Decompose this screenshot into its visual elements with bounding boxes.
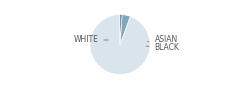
Wedge shape <box>90 14 150 74</box>
Wedge shape <box>120 15 130 45</box>
Text: BLACK: BLACK <box>146 43 179 52</box>
Wedge shape <box>120 14 122 44</box>
Text: WHITE: WHITE <box>73 36 108 44</box>
Text: ASIAN: ASIAN <box>147 35 178 44</box>
